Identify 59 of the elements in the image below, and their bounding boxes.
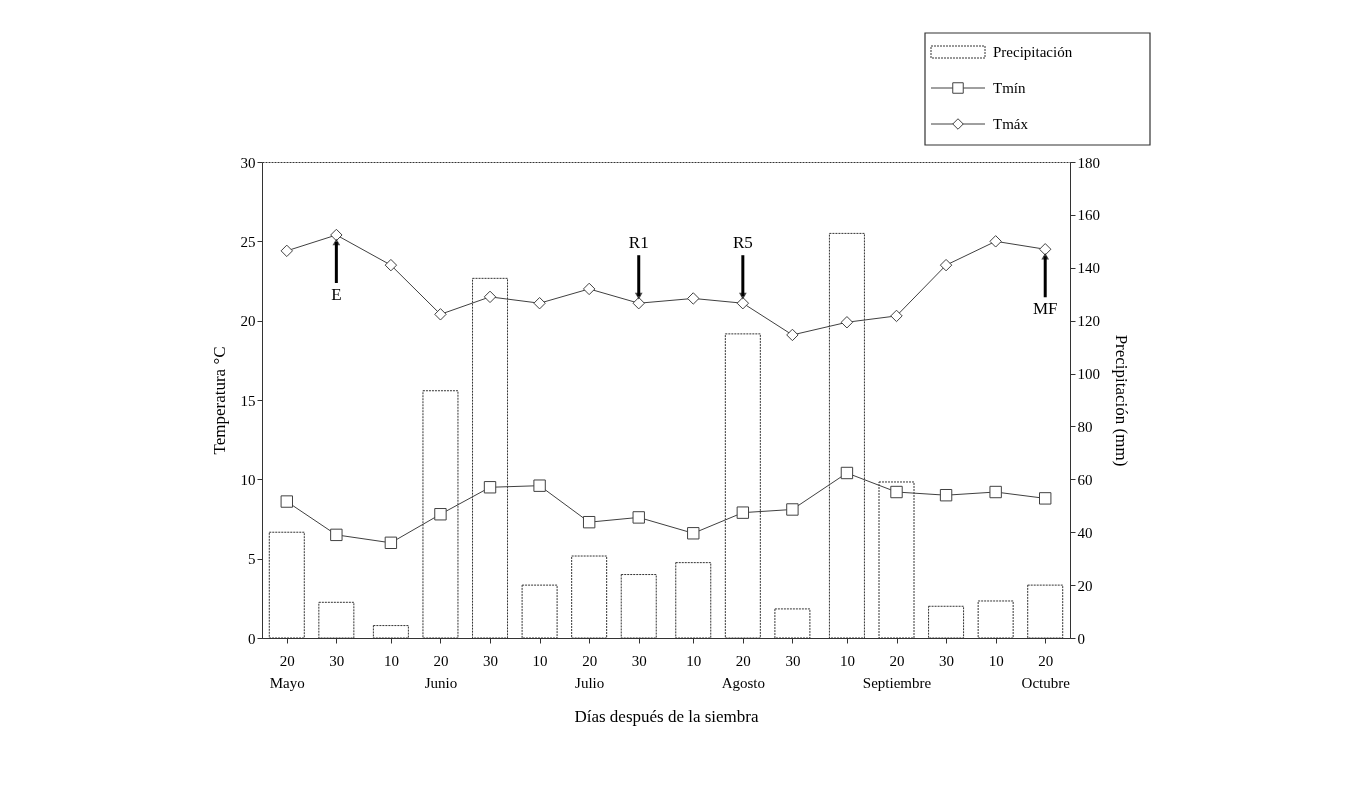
x-tick-label: 10 — [532, 652, 548, 669]
annotation: MF — [1032, 299, 1058, 319]
point — [632, 511, 645, 524]
point — [840, 466, 854, 480]
y-axis-title: Temperatura °C — [209, 346, 229, 455]
x-tick-label: 10 — [686, 652, 702, 669]
point — [786, 503, 799, 516]
y2-tick-label: 80 — [1077, 418, 1093, 435]
annotation: R1 — [628, 233, 649, 253]
point — [434, 508, 447, 521]
x-tick-label: 10 — [839, 652, 855, 669]
y2-tick-label: 0 — [1077, 630, 1085, 647]
y-tick-label: 25 — [240, 233, 256, 250]
y-tick-label: 20 — [240, 313, 256, 330]
point — [736, 506, 750, 519]
y2-tick-label: 180 — [1077, 154, 1100, 171]
point — [384, 536, 398, 549]
x-tick-label: 20 Junio — [424, 652, 458, 691]
point — [939, 489, 953, 502]
annotation: E — [331, 284, 342, 304]
x-tick-label: 20 Octubre — [1021, 652, 1071, 691]
x-tick-label: 20 Septiembre — [862, 652, 932, 691]
x-tick-label: 20 Mayo — [269, 652, 305, 691]
point — [330, 528, 343, 542]
x-tick-label: 30 — [939, 652, 955, 669]
point — [280, 495, 293, 508]
y2-tick-label: 140 — [1077, 260, 1100, 277]
point — [989, 485, 1002, 499]
legend-label: Tmáx — [993, 116, 1029, 132]
x-tick-label: 20 Julio — [575, 652, 605, 691]
x-axis-title: Días después de la siembra — [574, 706, 759, 726]
x-tick-label: 30 — [329, 652, 345, 669]
point — [890, 485, 903, 499]
annotation: R5 — [732, 233, 753, 253]
y-tick-label: 15 — [240, 392, 256, 409]
legend-label: Tmín — [993, 80, 1026, 96]
y-tick-label: 0 — [248, 630, 256, 647]
point — [1039, 492, 1052, 505]
x-tick-label: 30 — [631, 652, 647, 669]
y2-tick-label: 100 — [1077, 366, 1100, 383]
x-tick-label: 30 — [785, 652, 801, 669]
y2-tick-label: 60 — [1077, 471, 1093, 488]
x-tick-label: 10 — [988, 652, 1004, 669]
y2-tick-label: 120 — [1077, 313, 1100, 330]
y-tick-label: 5 — [248, 551, 256, 568]
y-tick-label: 30 — [240, 154, 256, 171]
y2-axis-title: Precipitación (mm) — [1112, 334, 1131, 467]
y-tick-label: 10 — [240, 471, 256, 488]
y2-tick-label: 20 — [1077, 577, 1093, 594]
x-tick-label: 30 — [483, 652, 499, 669]
y2-tick-label: 40 — [1077, 524, 1093, 541]
legend-label: Precipitación — [993, 44, 1073, 60]
y2-tick-label: 160 — [1077, 207, 1100, 224]
point — [533, 479, 546, 492]
point — [687, 527, 700, 540]
point — [483, 481, 497, 494]
point — [582, 515, 596, 529]
x-tick-label: 20 Agosto — [721, 652, 766, 691]
x-tick-label: 10 — [383, 652, 399, 669]
